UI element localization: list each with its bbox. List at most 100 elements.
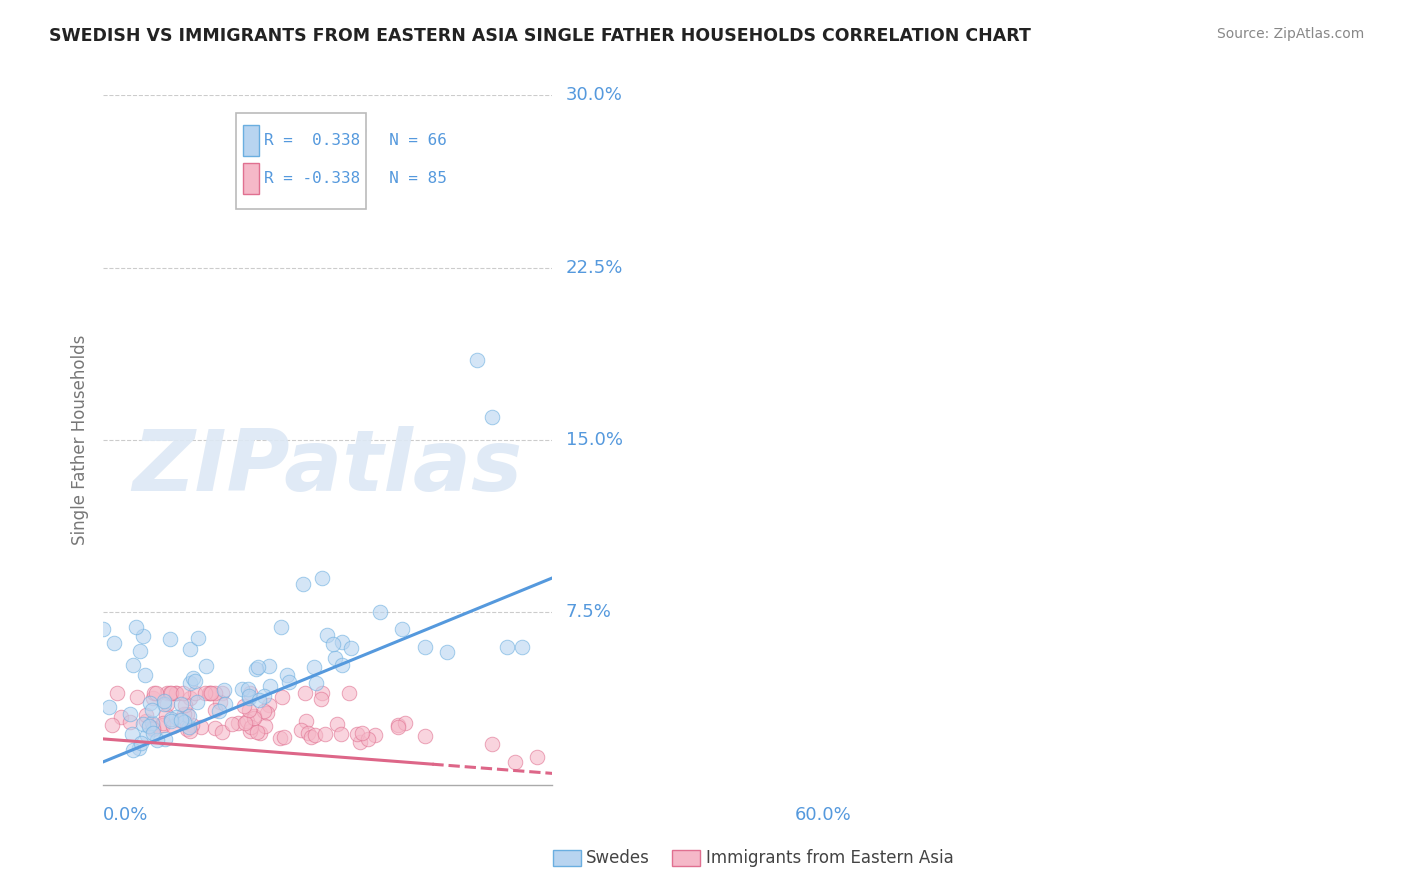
Point: [242, 709, 264, 723]
Point: [346, 123, 368, 137]
Point: [297, 726, 319, 740]
Point: [187, 632, 209, 646]
Point: [211, 724, 233, 739]
Point: [208, 704, 231, 718]
Point: [271, 690, 294, 704]
Point: [465, 352, 488, 367]
Point: [177, 708, 200, 723]
Text: 15.0%: 15.0%: [567, 431, 623, 449]
Point: [315, 628, 337, 642]
Point: [277, 674, 299, 689]
Text: SWEDISH VS IMMIGRANTS FROM EASTERN ASIA SINGLE FATHER HOUSEHOLDS CORRELATION CHA: SWEDISH VS IMMIGRANTS FROM EASTERN ASIA …: [49, 27, 1031, 45]
Point: [346, 727, 368, 741]
Point: [387, 720, 409, 734]
Point: [141, 716, 163, 731]
Point: [177, 720, 200, 734]
Point: [364, 728, 387, 742]
Point: [165, 710, 187, 724]
Point: [236, 714, 259, 728]
Point: [247, 693, 270, 707]
Point: [195, 658, 218, 673]
Point: [105, 686, 128, 700]
Point: [302, 660, 325, 674]
Point: [181, 671, 204, 685]
Point: [413, 729, 436, 743]
Point: [179, 724, 201, 739]
Point: [337, 686, 360, 700]
Point: [204, 722, 226, 736]
Point: [179, 642, 201, 657]
Point: [132, 717, 155, 731]
Point: [394, 716, 416, 731]
Point: [294, 714, 316, 729]
Point: [228, 715, 250, 730]
Point: [173, 698, 195, 713]
Point: [249, 725, 271, 739]
Point: [145, 686, 167, 700]
Point: [143, 686, 166, 700]
Point: [526, 750, 548, 764]
Point: [159, 686, 181, 700]
Point: [221, 717, 243, 731]
Text: R =  0.338   N = 66: R = 0.338 N = 66: [264, 133, 447, 148]
Point: [496, 640, 519, 654]
Text: Immigrants from Eastern Asia: Immigrants from Eastern Asia: [706, 849, 953, 867]
Point: [326, 717, 349, 731]
Text: 0.0%: 0.0%: [103, 805, 149, 823]
Point: [239, 686, 262, 700]
Point: [125, 620, 148, 634]
Point: [301, 731, 323, 745]
FancyBboxPatch shape: [236, 112, 366, 209]
Point: [243, 711, 266, 725]
Point: [141, 722, 163, 736]
Point: [252, 704, 274, 718]
Point: [176, 722, 198, 736]
Point: [169, 713, 191, 727]
Point: [305, 676, 328, 690]
Point: [129, 736, 152, 750]
Point: [330, 657, 353, 672]
FancyBboxPatch shape: [243, 162, 259, 194]
Point: [232, 699, 254, 714]
Point: [153, 698, 176, 712]
Point: [269, 731, 291, 745]
Point: [121, 727, 143, 741]
Point: [153, 731, 176, 746]
Point: [200, 686, 222, 700]
Point: [322, 637, 344, 651]
Point: [311, 686, 333, 700]
Point: [103, 636, 125, 650]
Point: [387, 717, 409, 731]
Point: [290, 723, 312, 737]
Point: [165, 686, 187, 700]
Point: [173, 715, 195, 730]
Point: [179, 691, 201, 706]
Point: [179, 675, 201, 690]
Text: Source: ZipAtlas.com: Source: ZipAtlas.com: [1216, 27, 1364, 41]
Text: Swedes: Swedes: [586, 849, 650, 867]
Point: [253, 689, 276, 703]
Point: [142, 691, 165, 706]
Point: [239, 720, 262, 734]
Point: [138, 719, 160, 733]
Point: [233, 716, 256, 731]
Point: [236, 682, 259, 697]
Point: [128, 741, 150, 756]
Y-axis label: Single Father Households: Single Father Households: [72, 334, 89, 545]
Point: [184, 686, 207, 700]
Point: [436, 644, 458, 658]
Point: [110, 710, 132, 724]
Point: [173, 707, 195, 722]
Point: [127, 690, 149, 705]
Point: [510, 640, 533, 654]
Point: [135, 714, 157, 728]
Point: [254, 719, 277, 733]
Point: [142, 718, 165, 732]
Point: [330, 635, 353, 649]
Point: [270, 620, 292, 634]
Text: 60.0%: 60.0%: [794, 805, 852, 823]
Point: [97, 700, 120, 714]
Point: [503, 755, 526, 769]
Point: [238, 690, 260, 705]
Point: [323, 650, 346, 665]
